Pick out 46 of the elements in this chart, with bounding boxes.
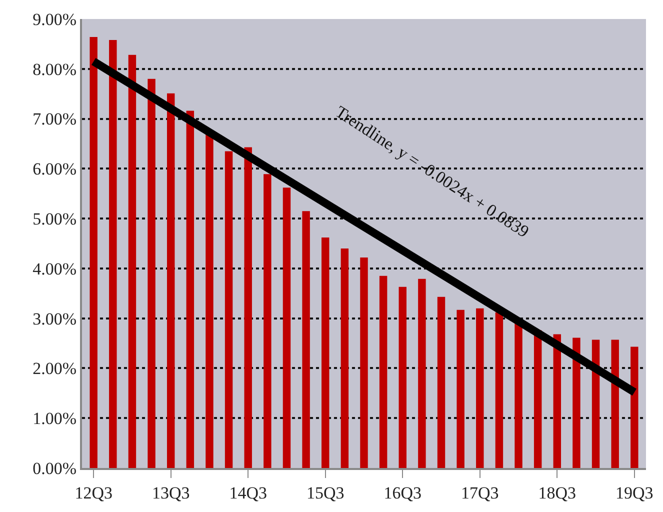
bar [224,151,233,468]
bar [322,238,330,468]
x-tick-label: 17Q3 [461,483,499,502]
bar [437,296,446,468]
bar [379,276,388,468]
bar [553,334,562,468]
bar [186,110,194,468]
x-tick-label: 12Q3 [74,483,112,502]
bar [476,308,484,468]
x-tick-label: 13Q3 [152,483,190,502]
y-tick-label: 1.00% [32,409,77,428]
bar [418,278,426,468]
bar [360,257,368,468]
x-tick-label: 15Q3 [306,483,344,502]
bar [592,340,600,468]
bar [398,286,406,468]
x-tick-label: 14Q3 [229,483,267,502]
bar [611,340,619,468]
y-tick-label: 9.00% [32,10,77,29]
bar [456,310,464,468]
bar [572,338,580,468]
x-tick-label: 16Q3 [384,483,422,502]
bar [630,346,638,468]
bar [166,93,175,468]
bar [340,248,349,468]
bar [302,211,310,468]
x-tick-label: 19Q3 [616,483,654,502]
bar [206,132,214,468]
y-tick-label: 7.00% [32,110,77,129]
bar [244,147,252,468]
bar [109,40,117,468]
y-tick-label: 0.00% [32,458,77,478]
bar [148,78,156,468]
bar [514,322,522,468]
x-tick-label: 18Q3 [538,483,576,502]
y-tick-label: 3.00% [32,309,77,328]
bar [264,174,272,468]
y-tick-label: 2.00% [32,359,77,378]
bar [128,54,136,468]
y-tick-label: 5.00% [32,210,77,229]
y-tick-label: 6.00% [32,160,77,179]
bar [495,312,504,468]
y-tick-label: 8.00% [32,60,77,79]
bar [90,36,98,468]
bar [282,188,291,468]
y-tick-label: 4.00% [32,259,77,278]
